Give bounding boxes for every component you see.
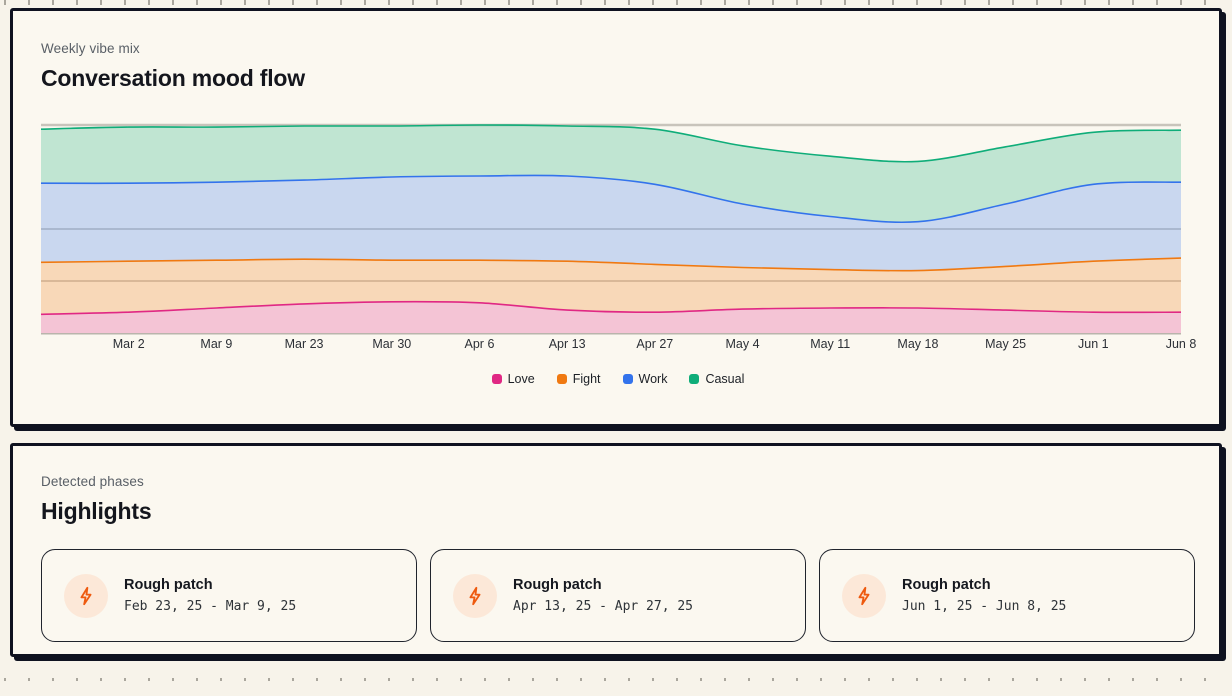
mood-chart-panel: Weekly vibe mix Conversation mood flow M… <box>10 8 1222 427</box>
card-text: Rough patch Apr 13, 25 - Apr 27, 25 <box>513 577 693 614</box>
card-icon-badge <box>64 573 108 618</box>
card-date-range: Jun 1, 25 - Jun 8, 25 <box>902 599 1067 614</box>
mood-flow-svg: Mar 2 Mar 9 Mar 23 Mar 30 Apr 6 Apr 13 Apr 27 M… <box>40 123 1196 351</box>
bolt-icon <box>858 586 870 605</box>
legend-label: Casual <box>705 372 745 386</box>
chart-eyebrow: Weekly vibe mix <box>41 41 140 56</box>
card-icon-badge <box>842 573 886 618</box>
top-ruler-ticks <box>4 0 1228 5</box>
legend-swatch-work <box>622 374 633 384</box>
highlights-panel: Detected phases Highlights Rough patch F… <box>10 443 1222 657</box>
highlights-eyebrow: Detected phases <box>41 474 144 489</box>
card-date-range: Apr 13, 25 - Apr 27, 25 <box>513 599 694 614</box>
highlight-cards: Rough patch Feb 23, 25 - Mar 9, 25 Rough… <box>41 549 1195 642</box>
card-text: Rough patch Feb 23, 25 - Mar 9, 25 <box>124 577 296 614</box>
mood-flow-chart: Mar 2 Mar 9 Mar 23 Mar 30 Apr 6 Apr 13 Apr 27 M… <box>40 116 1196 352</box>
legend-item-love: Love <box>491 372 535 386</box>
legend-label: Love <box>507 372 535 386</box>
legend-item-casual: Casual <box>689 372 744 386</box>
card-text: Rough patch Jun 1, 25 - Jun 8, 25 <box>902 577 1066 614</box>
highlight-card: Rough patch Feb 23, 25 - Mar 9, 25 <box>41 549 417 642</box>
x-tick-label: May 18 <box>897 337 938 351</box>
line-love <box>40 300 1182 316</box>
chart-legend: Love Fight Work Casual <box>41 372 1195 386</box>
x-tick-label: Mar 9 <box>200 337 232 351</box>
card-title: Rough patch <box>513 577 602 593</box>
legend-item-work: Work <box>622 372 668 386</box>
x-tick-label: Mar 23 <box>285 337 324 351</box>
area-work <box>41 175 1181 271</box>
x-tick-label: Mar 30 <box>372 337 411 351</box>
bolt-icon <box>469 586 481 605</box>
legend-swatch-love <box>491 374 502 384</box>
x-tick-label: May 25 <box>985 337 1026 351</box>
line-work <box>40 174 1182 224</box>
x-tick-label: Apr 13 <box>549 337 586 351</box>
x-tick-label: May 4 <box>726 337 760 351</box>
x-tick-label: Mar 2 <box>113 337 145 351</box>
legend-label: Fight <box>572 372 601 386</box>
x-tick-label: Apr 27 <box>636 337 673 351</box>
chart-title: Conversation mood flow <box>41 65 305 91</box>
highlights-title: Highlights <box>41 498 152 524</box>
card-icon-badge <box>453 573 497 618</box>
x-tick-label: Jun 1 <box>1078 337 1109 351</box>
x-tick-label: Jun 8 <box>1166 337 1197 351</box>
area-love <box>41 301 1181 333</box>
card-date-range: Feb 23, 25 - Mar 9, 25 <box>124 599 297 614</box>
line-casual <box>40 124 1182 163</box>
legend-label: Work <box>638 372 668 386</box>
area-casual <box>41 125 1181 223</box>
highlight-card: Rough patch Apr 13, 25 - Apr 27, 25 <box>430 549 806 642</box>
legend-swatch-fight <box>556 374 567 384</box>
card-title: Rough patch <box>124 577 213 593</box>
area-fight <box>41 258 1181 315</box>
bottom-ruler-ticks <box>4 678 1228 681</box>
card-title: Rough patch <box>902 577 991 593</box>
legend-swatch-casual <box>689 374 700 384</box>
x-tick-label: May 11 <box>810 337 850 351</box>
highlight-card: Rough patch Jun 1, 25 - Jun 8, 25 <box>819 549 1195 642</box>
legend-item-fight: Fight <box>556 372 601 386</box>
x-tick-label: Apr 6 <box>465 337 495 351</box>
line-fight <box>40 257 1182 272</box>
bolt-icon <box>80 586 92 605</box>
